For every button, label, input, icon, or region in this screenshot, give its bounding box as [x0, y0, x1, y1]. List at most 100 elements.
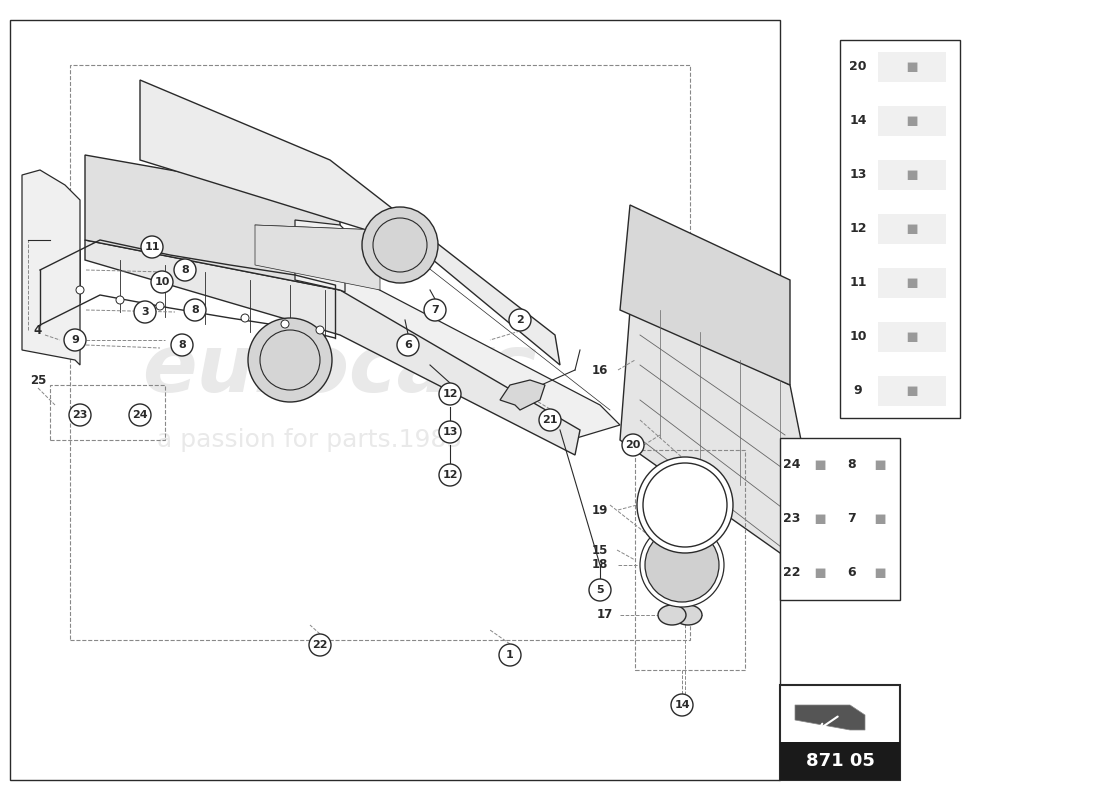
Circle shape [637, 457, 733, 553]
Text: 12: 12 [849, 222, 867, 235]
Text: 1: 1 [506, 650, 514, 660]
Text: 9: 9 [854, 385, 862, 398]
Circle shape [439, 464, 461, 486]
Text: 11: 11 [849, 277, 867, 290]
Polygon shape [85, 155, 340, 290]
Text: 10: 10 [154, 277, 169, 287]
Text: 3: 3 [141, 307, 149, 317]
Text: 4: 4 [34, 323, 42, 337]
Text: ▪: ▪ [873, 563, 887, 582]
Bar [878, 268, 946, 298]
Text: ▪: ▪ [905, 111, 918, 130]
Polygon shape [620, 205, 790, 385]
Circle shape [640, 523, 724, 607]
Circle shape [439, 421, 461, 443]
Bar [840, 40, 960, 418]
Text: 5: 5 [596, 585, 604, 595]
Bar [878, 106, 946, 136]
Bar [70, 65, 690, 640]
Bar [878, 376, 946, 406]
Circle shape [397, 334, 419, 356]
Text: ▪: ▪ [905, 382, 918, 401]
Circle shape [645, 528, 719, 602]
Text: ▪: ▪ [813, 510, 826, 529]
Text: 23: 23 [73, 410, 88, 420]
Polygon shape [22, 170, 80, 365]
Text: 20: 20 [849, 61, 867, 74]
Text: 17: 17 [596, 609, 613, 622]
Polygon shape [295, 220, 345, 292]
Text: ▪: ▪ [905, 327, 918, 346]
Circle shape [64, 329, 86, 351]
Circle shape [621, 434, 643, 456]
Bar [635, 450, 745, 670]
Text: ▪: ▪ [813, 563, 826, 582]
Text: 8: 8 [182, 265, 189, 275]
Text: ▪: ▪ [873, 455, 887, 474]
Circle shape [439, 383, 461, 405]
Text: 22: 22 [783, 566, 801, 579]
Bar [780, 742, 900, 780]
Text: 13: 13 [849, 169, 867, 182]
Text: 15: 15 [592, 543, 608, 557]
Text: ▪: ▪ [873, 510, 887, 529]
Text: 2: 2 [516, 315, 524, 325]
Polygon shape [620, 310, 820, 560]
Text: 7: 7 [431, 305, 439, 315]
Circle shape [309, 634, 331, 656]
Bar [878, 322, 946, 352]
Text: ▪: ▪ [905, 274, 918, 293]
Polygon shape [255, 225, 380, 290]
Text: 24: 24 [132, 410, 147, 420]
Circle shape [76, 286, 84, 294]
Text: 20: 20 [625, 440, 640, 450]
Text: ▪: ▪ [813, 455, 826, 474]
Bar [50, 385, 165, 440]
Polygon shape [140, 80, 560, 365]
Text: 21: 21 [542, 415, 558, 425]
Text: 23: 23 [783, 513, 801, 526]
Bar [878, 214, 946, 244]
Circle shape [671, 694, 693, 716]
Text: 22: 22 [312, 640, 328, 650]
Circle shape [69, 404, 91, 426]
Circle shape [316, 326, 324, 334]
Circle shape [509, 309, 531, 331]
Text: 11: 11 [144, 242, 159, 252]
Bar [878, 52, 946, 82]
Circle shape [134, 301, 156, 323]
Circle shape [362, 207, 438, 283]
Text: 16: 16 [592, 363, 608, 377]
Circle shape [141, 236, 163, 258]
Circle shape [156, 302, 164, 310]
Text: 6: 6 [404, 340, 411, 350]
Circle shape [248, 318, 332, 402]
Text: 9: 9 [72, 335, 79, 345]
Text: 13: 13 [442, 427, 458, 437]
Text: 8: 8 [178, 340, 186, 350]
Text: 12: 12 [442, 389, 458, 399]
Circle shape [280, 320, 289, 328]
Text: 18: 18 [592, 558, 608, 571]
Circle shape [170, 334, 192, 356]
Circle shape [174, 259, 196, 281]
Text: 6: 6 [848, 566, 856, 579]
Bar [878, 160, 946, 190]
Circle shape [424, 299, 446, 321]
Circle shape [539, 409, 561, 431]
Bar [780, 685, 900, 780]
Ellipse shape [674, 605, 702, 625]
Circle shape [129, 404, 151, 426]
Polygon shape [85, 240, 580, 455]
Circle shape [373, 218, 427, 272]
Bar [780, 438, 900, 600]
Circle shape [116, 296, 124, 304]
Text: 19: 19 [592, 503, 608, 517]
Text: ▪: ▪ [905, 219, 918, 238]
Polygon shape [230, 225, 620, 440]
Circle shape [260, 330, 320, 390]
Text: 8: 8 [191, 305, 199, 315]
Bar [10, 20, 780, 780]
Text: ▪: ▪ [905, 58, 918, 77]
Circle shape [151, 271, 173, 293]
